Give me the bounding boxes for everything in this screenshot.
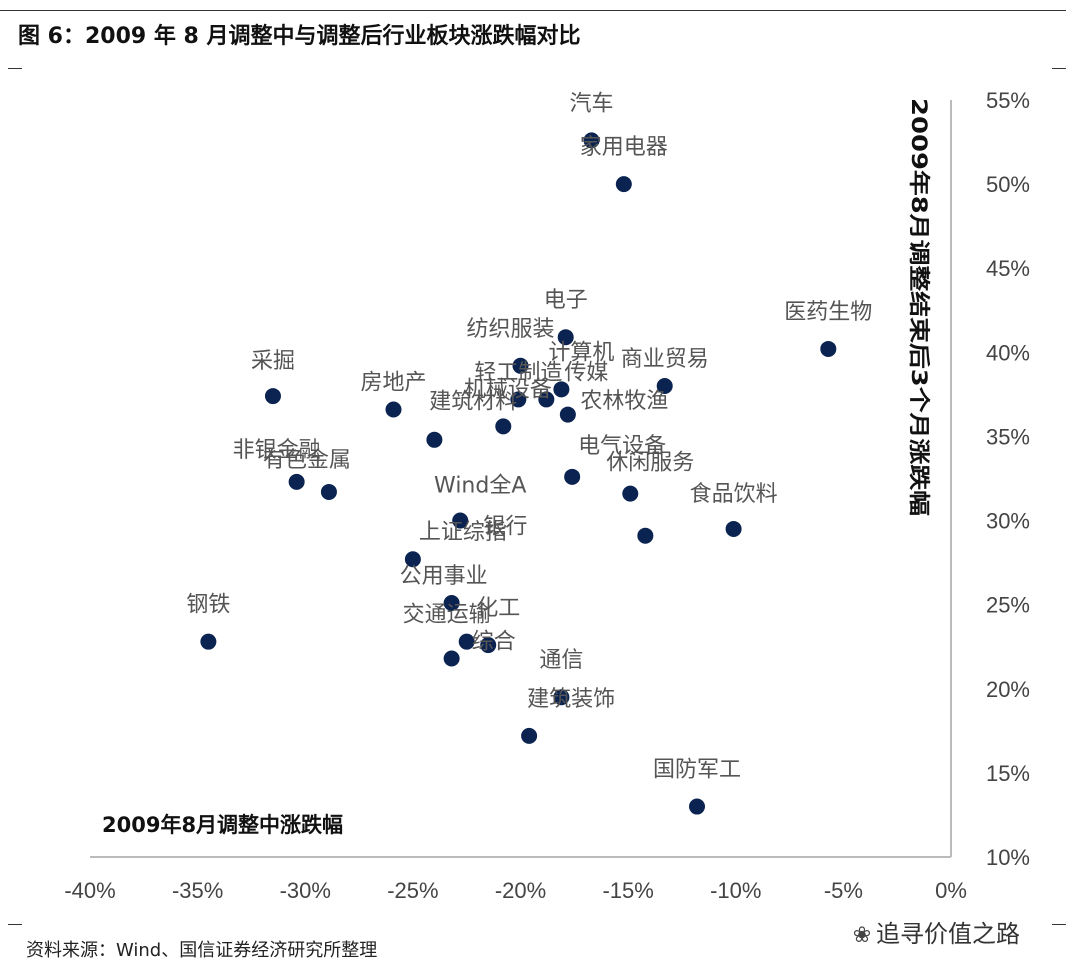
point-label: 食品饮料 [690, 482, 778, 507]
y-axis-label-text: 2009年8月调整结束后3个月涨跌幅 [907, 98, 931, 516]
figure-title: 图 6：2009 年 8 月调整中与调整后行业板块涨跌幅对比 [18, 24, 581, 49]
source-note: 资料来源：Wind、国信证券经济研究所整理 [26, 940, 378, 961]
x-tick-label: -40% [64, 878, 115, 903]
point-label: 通信 [539, 648, 583, 673]
x-tick-labels: -40% -35% -30% -25% -20% -15% -10% -5% 0% [64, 878, 967, 903]
wechat-icon: ❀ [852, 923, 872, 948]
point-label: 有色金属 [263, 448, 351, 473]
y-tick-label: 10% [986, 845, 1030, 870]
point-label: 钢铁 [186, 593, 230, 618]
point-label: 国防军工 [653, 758, 741, 783]
point-label: 采掘 [251, 349, 295, 374]
data-point [458, 633, 475, 650]
x-tick-label: 0% [935, 878, 967, 903]
data-point [264, 388, 281, 405]
data-point [725, 520, 742, 537]
point-label: 家用电器 [580, 135, 668, 160]
watermark-text: 追寻价值之路 [876, 920, 1020, 948]
data-point [553, 689, 570, 706]
data-point [637, 527, 654, 544]
data-point [615, 176, 632, 193]
data-point [512, 357, 529, 374]
data-point [510, 391, 527, 408]
data-point [288, 473, 305, 490]
data-point [538, 391, 555, 408]
point-label: 公用事业 [400, 564, 488, 589]
data-point [559, 406, 576, 423]
point-label: 计算机 [548, 340, 614, 365]
corner-mark-top-right [1052, 68, 1066, 69]
corner-mark-bottom-left [8, 924, 22, 925]
y-tick-label: 45% [986, 256, 1030, 281]
data-point [320, 483, 337, 500]
x-axis-label: 2009年8月调整中涨跌幅 [102, 813, 343, 837]
point-label: 化工 [476, 596, 520, 621]
y-tick-label: 15% [986, 761, 1030, 786]
y-tick-label: 35% [986, 424, 1030, 449]
y-tick-label: 20% [986, 677, 1030, 702]
watermark: ❀ 追寻价值之路 [848, 914, 1020, 949]
corner-mark-bottom-right [1052, 924, 1066, 925]
point-label: 上证综指 [419, 520, 507, 545]
y-tick-label: 30% [986, 509, 1030, 534]
corner-mark-top-left [8, 68, 22, 69]
point-label: 汽车 [570, 91, 614, 116]
x-tick-label: -10% [710, 878, 761, 903]
point-label: 房地产 [360, 371, 426, 396]
data-point [443, 650, 460, 667]
point-label: 商业贸易 [621, 347, 709, 372]
data-points [200, 132, 837, 815]
point-label: 综合 [472, 629, 516, 654]
point-label: 非银金融 [233, 438, 321, 463]
y-tick-labels: 10% 15% 20% 25% 30% 35% 40% 45% 50% 55% [986, 88, 1030, 870]
data-point [656, 377, 673, 394]
x-tick-label: -20% [495, 878, 546, 903]
data-point [404, 551, 421, 568]
point-label: 建筑材料 [429, 389, 517, 414]
data-point [480, 637, 497, 654]
data-point [385, 401, 402, 418]
point-label: 传媒 [564, 360, 608, 385]
point-label: 机械设备 [464, 378, 552, 403]
point-label: 银行 [483, 515, 527, 540]
data-point [820, 340, 837, 357]
top-rule [0, 10, 1066, 11]
x-tick-label: -35% [172, 878, 223, 903]
data-point [521, 727, 538, 744]
point-label: 建筑装饰 [527, 687, 615, 712]
point-label: 医药生物 [784, 300, 872, 325]
x-tick-label: -5% [824, 878, 863, 903]
point-label: 电气设备 [578, 434, 666, 459]
point-label: 农林牧渔 [580, 389, 668, 414]
x-tick-label: -30% [280, 878, 331, 903]
data-point [564, 468, 581, 485]
data-point [583, 132, 600, 149]
data-point [443, 594, 460, 611]
x-tick-label: -25% [387, 878, 438, 903]
point-label: Wind全A [434, 474, 526, 499]
point-label: 轻工制造 [474, 360, 562, 385]
data-point [200, 633, 217, 650]
point-label: 休闲服务 [606, 451, 694, 476]
y-tick-label: 50% [986, 172, 1030, 197]
data-point [553, 381, 570, 398]
data-point [689, 798, 706, 815]
data-point [495, 418, 512, 435]
point-label: 电子 [544, 288, 588, 313]
data-point [622, 485, 639, 502]
x-tick-label: -15% [602, 878, 653, 903]
point-label: 交通运输 [403, 603, 491, 628]
y-tick-label: 40% [986, 340, 1030, 365]
data-point [557, 329, 574, 346]
data-point [426, 431, 443, 448]
y-tick-label: 25% [986, 593, 1030, 618]
y-axis-label: 2009年8月调整结束后3个月涨跌幅 [907, 98, 931, 516]
y-tick-label: 55% [986, 88, 1030, 113]
data-point [452, 512, 469, 529]
point-label: 纺织服装 [466, 317, 554, 342]
